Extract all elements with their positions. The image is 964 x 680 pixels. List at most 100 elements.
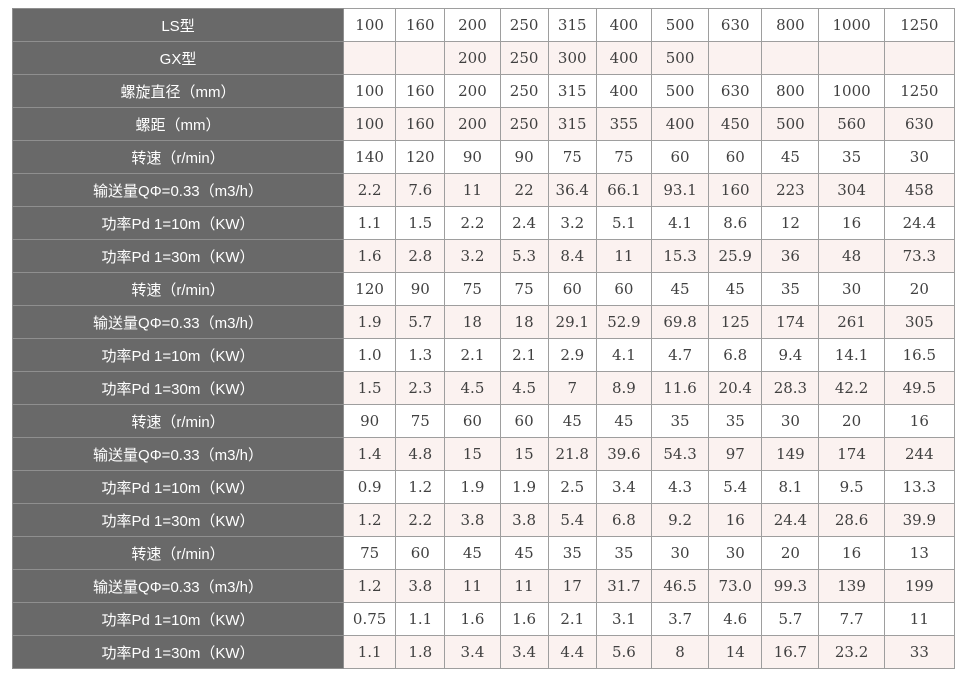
table-cell: 3.8 bbox=[499, 503, 549, 537]
table-cell: 39.9 bbox=[883, 503, 956, 537]
table-cell: 60 bbox=[444, 404, 501, 438]
spec-table: LS型 100 160 200 250 315 400 500 630 800 1000 1250 GX… bbox=[11, 8, 956, 669]
table-cell: 12 bbox=[761, 206, 820, 240]
table-cell: 2.3 bbox=[395, 371, 446, 405]
table-cell: 8.6 bbox=[708, 206, 763, 240]
table-cell: 1.2 bbox=[395, 470, 446, 504]
table-cell: 4.1 bbox=[650, 206, 710, 240]
table-cell: 5.3 bbox=[499, 239, 549, 273]
table-cell: 4.8 bbox=[395, 437, 446, 471]
table-cell: 200 bbox=[444, 41, 501, 75]
table-cell: 8.9 bbox=[595, 371, 652, 405]
table-cell: 2.1 bbox=[444, 338, 501, 372]
table-cell: 100 bbox=[343, 74, 397, 108]
table-cell: 4.1 bbox=[595, 338, 652, 372]
table-cell: 160 bbox=[708, 173, 763, 207]
row-label: 输送量QΦ=0.33（m3/h） bbox=[11, 569, 345, 603]
table-cell: 15.3 bbox=[650, 239, 710, 273]
table-cell: 35 bbox=[547, 536, 597, 570]
table-cell: 45 bbox=[708, 272, 763, 306]
row-label: 螺旋直径（mm） bbox=[11, 74, 345, 108]
table-cell: 0.9 bbox=[343, 470, 397, 504]
table-cell: 199 bbox=[883, 569, 956, 603]
table-cell bbox=[708, 41, 763, 75]
table-cell: 11.6 bbox=[650, 371, 710, 405]
table-cell: 35 bbox=[595, 536, 652, 570]
table-cell: 200 bbox=[444, 107, 501, 141]
table-cell: 560 bbox=[818, 107, 885, 141]
table-cell: 30 bbox=[761, 404, 820, 438]
table-cell: 3.2 bbox=[444, 239, 501, 273]
table-cell: 24.4 bbox=[761, 503, 820, 537]
row-label: GX型 bbox=[11, 41, 345, 75]
table-cell: 35 bbox=[818, 140, 885, 174]
table-cell: 7.7 bbox=[818, 602, 885, 636]
table-cell: 3.1 bbox=[595, 602, 652, 636]
table-cell: 60 bbox=[595, 272, 652, 306]
table-cell: 800 bbox=[761, 74, 820, 108]
table-cell: 45 bbox=[595, 404, 652, 438]
table-cell: 500 bbox=[761, 107, 820, 141]
table-cell: 1.9 bbox=[343, 305, 397, 339]
table-cell: 93.1 bbox=[650, 173, 710, 207]
table-cell: 66.1 bbox=[595, 173, 652, 207]
table-cell bbox=[761, 41, 820, 75]
table-cell: 60 bbox=[547, 272, 597, 306]
table-cell: 2.4 bbox=[499, 206, 549, 240]
table-cell: 355 bbox=[595, 107, 652, 141]
table-cell: 250 bbox=[499, 8, 549, 42]
table-cell: 25.9 bbox=[708, 239, 763, 273]
table-cell: 500 bbox=[650, 8, 710, 42]
table-cell: 30 bbox=[650, 536, 710, 570]
table-cell: 99.3 bbox=[761, 569, 820, 603]
table-cell: 400 bbox=[650, 107, 710, 141]
table-cell: 35 bbox=[761, 272, 820, 306]
row-label: 功率Pd 1=10m（KW） bbox=[11, 602, 345, 636]
table-cell: 52.9 bbox=[595, 305, 652, 339]
table-cell: 1250 bbox=[883, 8, 956, 42]
row-label: 功率Pd 1=10m（KW） bbox=[11, 470, 345, 504]
table-cell: 15 bbox=[499, 437, 549, 471]
table-cell: 223 bbox=[761, 173, 820, 207]
table-cell: 2.1 bbox=[547, 602, 597, 636]
table-cell: 45 bbox=[650, 272, 710, 306]
table-cell: 5.4 bbox=[547, 503, 597, 537]
row-label: 功率Pd 1=30m（KW） bbox=[11, 371, 345, 405]
table-cell: 9.2 bbox=[650, 503, 710, 537]
table-cell: 100 bbox=[343, 8, 397, 42]
table-cell: 90 bbox=[499, 140, 549, 174]
table-cell: 45 bbox=[444, 536, 501, 570]
table-cell: 14.1 bbox=[818, 338, 885, 372]
table-cell: 1.0 bbox=[343, 338, 397, 372]
table-row: 输送量QΦ=0.33（m3/h） 1.4 4.8 15 15 21.8 39.6 54.3 97… bbox=[11, 437, 956, 471]
row-label: 功率Pd 1=30m（KW） bbox=[11, 503, 345, 537]
table-cell: 42.2 bbox=[818, 371, 885, 405]
table-cell: 16 bbox=[708, 503, 763, 537]
table-row: 转速（r/min） 120 90 75 75 60 60 45 45 35 30 20 bbox=[11, 272, 956, 306]
table-cell: 11 bbox=[444, 173, 501, 207]
table-cell: 75 bbox=[547, 140, 597, 174]
table-cell: 500 bbox=[650, 74, 710, 108]
row-label: 输送量QΦ=0.33（m3/h） bbox=[11, 437, 345, 471]
table-row: 功率Pd 1=30m（KW） 1.6 2.8 3.2 5.3 8.4 11 15.3 25.9 3… bbox=[11, 239, 956, 273]
table-cell: 11 bbox=[444, 569, 501, 603]
table-cell: 20 bbox=[883, 272, 956, 306]
table-cell: 305 bbox=[883, 305, 956, 339]
table-cell: 48 bbox=[818, 239, 885, 273]
table-cell: 0.75 bbox=[343, 602, 397, 636]
table-cell: 1.6 bbox=[444, 602, 501, 636]
table-cell: 174 bbox=[818, 437, 885, 471]
table-cell: 54.3 bbox=[650, 437, 710, 471]
table-cell: 29.1 bbox=[547, 305, 597, 339]
table-cell: 630 bbox=[708, 8, 763, 42]
table-cell: 9.5 bbox=[818, 470, 885, 504]
table-cell: 75 bbox=[395, 404, 446, 438]
table-cell: 4.6 bbox=[708, 602, 763, 636]
table-cell: 1.3 bbox=[395, 338, 446, 372]
table-cell: 5.1 bbox=[595, 206, 652, 240]
table-cell: 400 bbox=[595, 8, 652, 42]
table-cell: 160 bbox=[395, 74, 446, 108]
row-label: 转速（r/min） bbox=[11, 272, 345, 306]
table-row: 转速（r/min） 75 60 45 45 35 35 30 30 20 16 13 bbox=[11, 536, 956, 570]
